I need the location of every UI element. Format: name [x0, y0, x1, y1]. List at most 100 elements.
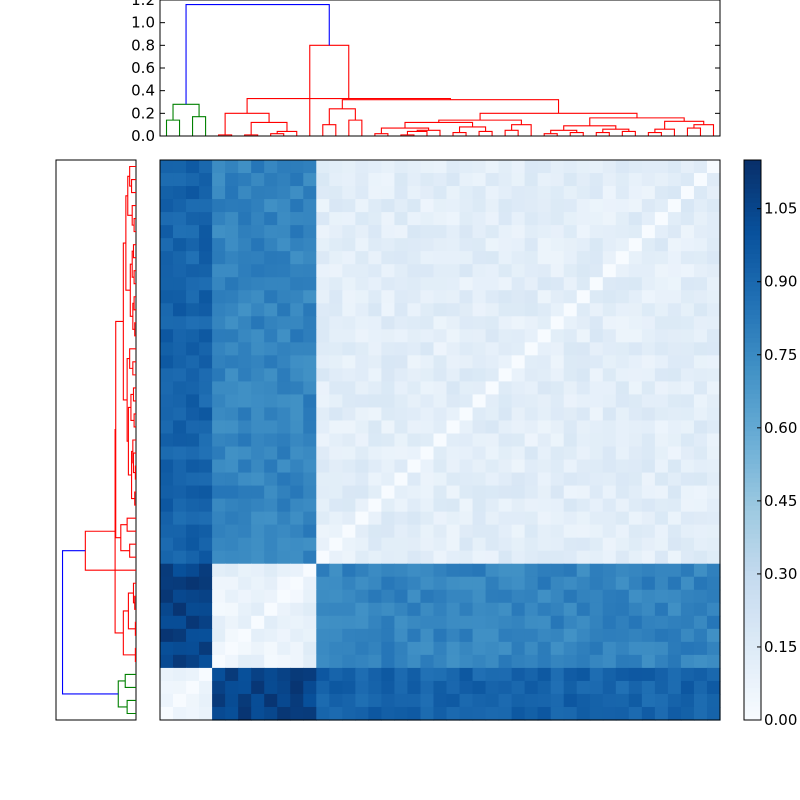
heatmap-cell [251, 329, 265, 343]
heatmap-cell [160, 303, 174, 317]
heatmap-cell [160, 173, 174, 187]
heatmap-cell [173, 550, 187, 565]
heatmap-cell [433, 576, 448, 591]
colorbar-swatch [744, 622, 761, 628]
heatmap-cell [524, 524, 539, 539]
heatmap-cell [303, 433, 317, 448]
heatmap-cell [238, 446, 252, 461]
heatmap-cell [550, 433, 565, 448]
heatmap-cell [199, 680, 213, 695]
heatmap-cell [342, 628, 356, 643]
heatmap-cell [160, 628, 174, 643]
heatmap-cell [290, 693, 304, 708]
heatmap-cell [641, 472, 656, 487]
heatmap-cell [485, 264, 500, 278]
heatmap-cell [589, 563, 604, 578]
heatmap-cell [264, 303, 278, 317]
heatmap-cell [329, 355, 343, 369]
heatmap-cell [303, 394, 317, 409]
heatmap-cell [628, 329, 643, 343]
heatmap-cell [485, 290, 500, 304]
heatmap-cell [511, 173, 526, 187]
heatmap-cell [160, 316, 174, 330]
heatmap-cell [303, 173, 317, 187]
heatmap-cell [173, 459, 187, 474]
colorbar-swatch [744, 290, 761, 296]
heatmap-cell [277, 459, 291, 474]
heatmap-cell [576, 498, 591, 513]
heatmap-cell [420, 498, 435, 513]
heatmap-cell [394, 420, 409, 435]
heatmap-cell [355, 680, 369, 695]
heatmap-cell [654, 355, 669, 369]
heatmap-cell [199, 511, 213, 526]
heatmap-cell [537, 277, 552, 291]
heatmap-cell [628, 238, 643, 252]
heatmap-cell [212, 264, 226, 278]
heatmap-cell [589, 654, 604, 669]
heatmap-cell [654, 290, 669, 304]
heatmap-cell [615, 394, 630, 409]
heatmap-cell [251, 615, 265, 630]
heatmap-cell [459, 654, 474, 669]
heatmap-cell [433, 602, 448, 617]
heatmap-cell [225, 693, 239, 708]
heatmap-cell [394, 394, 409, 409]
heatmap-cell [303, 563, 317, 578]
colorbar-swatch [744, 300, 761, 306]
heatmap-cell [498, 628, 513, 643]
heatmap-cell [498, 173, 513, 187]
heatmap-cell [264, 290, 278, 304]
heatmap-cell [355, 420, 369, 435]
heatmap-cell [238, 342, 252, 356]
heatmap-cell [680, 186, 695, 200]
heatmap-cell [576, 251, 591, 265]
heatmap-cell [212, 537, 226, 552]
heatmap-cell [654, 498, 669, 513]
heatmap-cell [537, 615, 552, 630]
heatmap-cell [160, 381, 174, 396]
heatmap-cell [329, 537, 343, 552]
heatmap-cell [342, 563, 356, 578]
heatmap-cell [251, 342, 265, 356]
heatmap-cell [511, 329, 526, 343]
heatmap-cell [706, 524, 721, 539]
heatmap-cell [563, 706, 578, 721]
colorbar-swatch [744, 533, 761, 539]
heatmap-cell [654, 472, 669, 487]
heatmap-cell [485, 589, 500, 604]
heatmap-cell [277, 225, 291, 239]
heatmap-cell [316, 212, 330, 226]
heatmap-cell [329, 472, 343, 487]
heatmap-cell [537, 199, 552, 213]
heatmap-cell [680, 238, 695, 252]
colorbar-tick-label: 1.05 [764, 200, 797, 218]
heatmap-cell [329, 225, 343, 239]
heatmap-cell [576, 706, 591, 721]
heatmap-cell [602, 199, 617, 213]
heatmap-cell [199, 537, 213, 552]
heatmap-cell [225, 225, 239, 239]
colorbar-swatch [744, 570, 761, 576]
heatmap-cell [160, 602, 174, 617]
heatmap-cell [212, 225, 226, 239]
heatmap-cell [589, 368, 604, 382]
heatmap-cell [524, 472, 539, 487]
heatmap-cell [550, 329, 565, 343]
heatmap-cell [199, 524, 213, 539]
heatmap-cell [550, 706, 565, 721]
heatmap-cell [576, 368, 591, 382]
heatmap-cell [485, 316, 500, 330]
heatmap-cell [446, 368, 461, 382]
heatmap-cell [628, 160, 643, 174]
heatmap-cell [680, 368, 695, 382]
heatmap-cell [602, 329, 617, 343]
heatmap-cell [199, 186, 213, 200]
heatmap-cell [251, 394, 265, 409]
heatmap-cell [160, 472, 174, 487]
heatmap-cell [290, 589, 304, 604]
heatmap-cell [667, 199, 682, 213]
heatmap-cell [693, 420, 708, 435]
heatmap-cell [550, 602, 565, 617]
heatmap-cell [381, 537, 396, 552]
